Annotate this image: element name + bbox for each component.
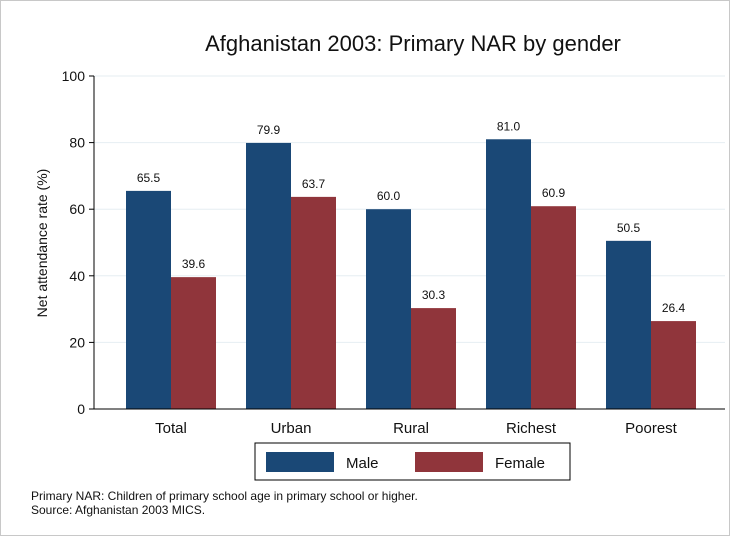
bars [126,139,696,410]
data-label: 63.7 [302,177,326,191]
data-label: 60.0 [377,189,401,203]
data-label: 65.5 [137,171,161,185]
data-labels: 65.5 39.6 79.9 63.7 60.0 30.3 81.0 60.9 50.5 26.4 [137,119,686,315]
y-axis-label: Net attendance rate (%) [34,169,50,318]
chart-title: Afghanistan 2003: Primary NAR by gender [205,31,621,56]
bar-female-urban [291,196,336,409]
bar-male-urban [246,142,291,410]
data-label: 39.6 [182,257,206,271]
bar-female-total [171,277,216,409]
x-tick-label: Richest [506,420,557,437]
bar-male-richest [486,139,531,409]
x-tick-label: Total [155,420,187,437]
x-tick-label: Urban [271,420,312,437]
legend-label-male: Male [346,455,379,472]
x-tick-label: Poorest [625,420,678,437]
bar-female-rural [411,308,456,409]
data-label: 30.3 [422,288,446,302]
x-tick-label: Rural [393,420,429,437]
bar-male-poorest [606,240,651,409]
legend-swatch-male [266,452,334,472]
y-tick-label: 20 [69,334,85,350]
data-label: 79.9 [257,123,281,137]
note-definition: Primary NAR: Children of primary school … [31,489,418,503]
bar-female-richest [531,206,576,409]
y-tick-label: 100 [62,68,86,84]
data-label: 60.9 [542,186,566,200]
data-label: 81.0 [497,119,521,133]
bar-female-poorest [651,321,696,409]
y-tick-label: 40 [69,268,85,284]
data-label: 26.4 [662,301,686,315]
y-tick-label: 0 [77,401,85,417]
y-tick-label: 60 [69,201,85,217]
note-source: Source: Afghanistan 2003 MICS. [31,503,206,517]
y-tick-label: 80 [69,135,85,151]
legend-swatch-female [415,452,483,472]
bar-male-rural [366,209,411,409]
bar-male-total [126,190,171,409]
legend-label-female: Female [495,455,545,472]
data-label: 50.5 [617,221,641,235]
legend: Male Female [254,442,571,481]
axes: 0 20 40 60 80 100 Total Urban Rural Richest Poores… [62,68,725,437]
